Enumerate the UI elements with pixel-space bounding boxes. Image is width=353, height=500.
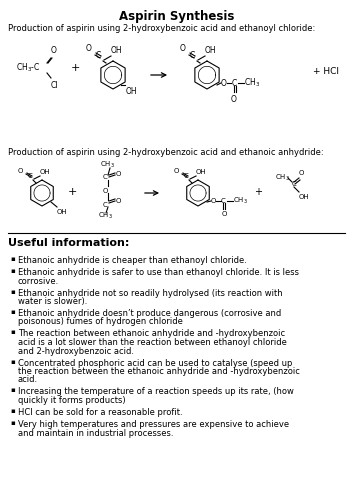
Text: O: O xyxy=(86,44,92,53)
Text: ▪: ▪ xyxy=(10,330,15,336)
Text: C: C xyxy=(232,78,237,88)
Text: O: O xyxy=(116,198,121,204)
Text: + HCl: + HCl xyxy=(313,68,339,76)
Text: C: C xyxy=(190,51,195,60)
Text: O: O xyxy=(231,95,237,104)
Text: O: O xyxy=(51,46,57,55)
Text: O: O xyxy=(116,171,121,177)
Text: Ethanoic anhydride is safer to use than ethanoyl chloride. It is less: Ethanoic anhydride is safer to use than … xyxy=(18,268,299,277)
Text: and 2-hydroxybenzoic acid.: and 2-hydroxybenzoic acid. xyxy=(18,346,134,356)
Text: and maintain in industrial processes.: and maintain in industrial processes. xyxy=(18,428,174,438)
Text: ▪: ▪ xyxy=(10,268,15,274)
Text: +: + xyxy=(67,187,77,197)
Text: Useful information:: Useful information: xyxy=(8,238,130,248)
Text: Concentrated phosphoric acid can be used to catalyse (speed up: Concentrated phosphoric acid can be used… xyxy=(18,358,292,368)
Text: C: C xyxy=(27,173,32,179)
Text: CH$_3$: CH$_3$ xyxy=(275,173,290,183)
Text: O: O xyxy=(221,211,227,217)
Text: acid.: acid. xyxy=(18,376,38,384)
Text: acid is a lot slower than the reaction between ethanoyl chloride: acid is a lot slower than the reaction b… xyxy=(18,338,287,347)
Text: Aspirin Synthesis: Aspirin Synthesis xyxy=(119,10,234,23)
Text: Increasing the temperature of a reaction speeds up its rate, (how: Increasing the temperature of a reaction… xyxy=(18,388,294,396)
Text: +: + xyxy=(70,63,80,73)
Text: Production of aspirin using 2-hydroxybenzoic acid and ethanoic anhydride:: Production of aspirin using 2-hydroxyben… xyxy=(8,148,324,157)
Text: O: O xyxy=(299,170,304,176)
Text: Very high temperatures and pressures are expensive to achieve: Very high temperatures and pressures are… xyxy=(18,420,289,429)
Text: C: C xyxy=(183,173,188,179)
Text: the reaction between the ethanoic anhydride and -hydroxybenzoic: the reaction between the ethanoic anhydr… xyxy=(18,367,300,376)
Text: HCl can be sold for a reasonable profit.: HCl can be sold for a reasonable profit. xyxy=(18,408,183,417)
Text: O: O xyxy=(174,168,179,174)
Text: ▪: ▪ xyxy=(10,388,15,394)
Text: poisonous) fumes of hydrogen chloride: poisonous) fumes of hydrogen chloride xyxy=(18,318,183,326)
Text: ▪: ▪ xyxy=(10,288,15,294)
Text: Ethanoic anhydride doesn’t produce dangerous (corrosive and: Ethanoic anhydride doesn’t produce dange… xyxy=(18,309,281,318)
Text: C: C xyxy=(96,51,101,60)
Text: OH: OH xyxy=(299,194,310,200)
Text: The reaction between ethanoic anhydride and -hydroxybenzoic: The reaction between ethanoic anhydride … xyxy=(18,330,285,338)
Text: C: C xyxy=(292,181,297,187)
Text: Production of aspirin using 2-hydroxybenzoic acid and ethanoyl chloride:: Production of aspirin using 2-hydroxyben… xyxy=(8,24,315,33)
Text: O: O xyxy=(221,78,227,88)
Text: OH: OH xyxy=(205,46,217,55)
Text: ▪: ▪ xyxy=(10,408,15,414)
Text: ▪: ▪ xyxy=(10,358,15,364)
Text: OH: OH xyxy=(126,87,138,96)
Text: OH: OH xyxy=(196,169,207,175)
Text: OH: OH xyxy=(40,169,50,175)
Text: OH: OH xyxy=(111,46,122,55)
Text: Ethanoic anhydride not so readily hydrolysed (its reaction with: Ethanoic anhydride not so readily hydrol… xyxy=(18,288,283,298)
Text: Cl: Cl xyxy=(51,81,59,90)
Text: ▪: ▪ xyxy=(10,256,15,262)
Text: O: O xyxy=(18,168,23,174)
Text: CH$_3$: CH$_3$ xyxy=(98,211,113,221)
Text: water is slower).: water is slower). xyxy=(18,297,88,306)
Text: +: + xyxy=(254,187,262,197)
Text: CH$_3$: CH$_3$ xyxy=(244,76,260,89)
Text: OH: OH xyxy=(57,209,68,215)
Text: CH$_3$: CH$_3$ xyxy=(233,196,248,206)
Text: C: C xyxy=(103,174,107,180)
Text: CH$_3$-C: CH$_3$-C xyxy=(16,62,40,74)
Text: O: O xyxy=(180,44,186,53)
Text: ▪: ▪ xyxy=(10,420,15,426)
Text: quickly it forms products): quickly it forms products) xyxy=(18,396,126,405)
Text: O: O xyxy=(211,198,216,204)
Text: CH$_3$: CH$_3$ xyxy=(100,160,115,170)
Text: Ethanoic anhydride is cheaper than ethanoyl chloride.: Ethanoic anhydride is cheaper than ethan… xyxy=(18,256,247,265)
Text: ▪: ▪ xyxy=(10,309,15,315)
Text: corrosive.: corrosive. xyxy=(18,276,59,285)
Text: C: C xyxy=(103,202,107,208)
Text: C: C xyxy=(221,198,226,204)
Text: O: O xyxy=(102,188,108,194)
